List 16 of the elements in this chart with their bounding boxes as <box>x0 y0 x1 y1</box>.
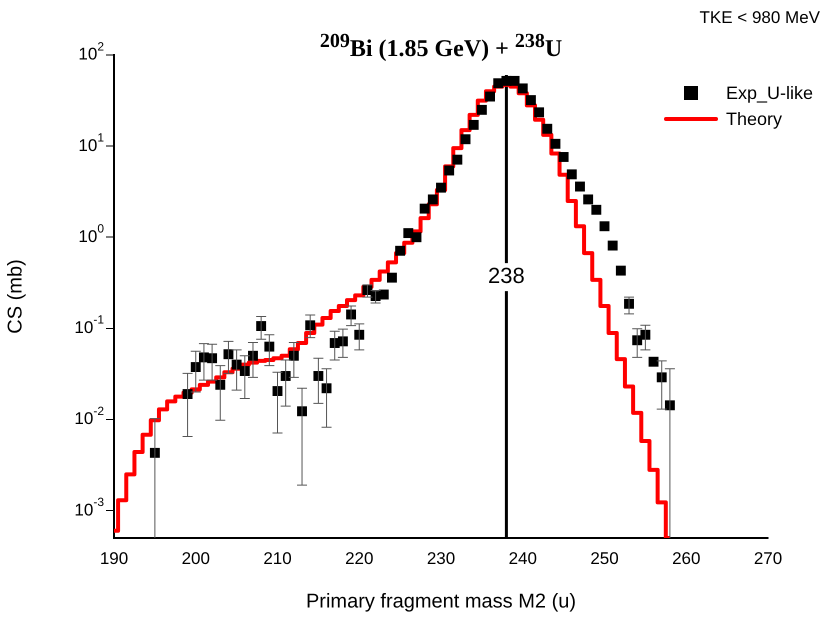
chart-title: $^{209}$Bi (1.85 GeV) + $^{238}$U <box>318 30 564 63</box>
x-axis-title: Primary fragment mass M2 (u) <box>306 590 576 613</box>
x-tick-label: 200 <box>182 548 210 568</box>
ref-line-label: 238 <box>488 263 525 288</box>
x-tick-label: 230 <box>426 548 456 568</box>
x-tick-label: 250 <box>590 548 619 568</box>
x-tick-label: 270 <box>754 548 782 568</box>
y-axis-title: CS (mb) <box>4 259 27 334</box>
x-tick-label: 210 <box>263 548 292 568</box>
legend-label: Exp_U-like <box>726 82 814 104</box>
x-tick-label: 240 <box>508 548 537 568</box>
x-tick-label: 260 <box>672 548 700 568</box>
x-tick-label: 190 <box>100 548 128 568</box>
x-tick-label: 220 <box>345 548 374 568</box>
legend-label: Theory <box>726 108 782 130</box>
text: TKE < 980 MeV <box>700 8 820 28</box>
